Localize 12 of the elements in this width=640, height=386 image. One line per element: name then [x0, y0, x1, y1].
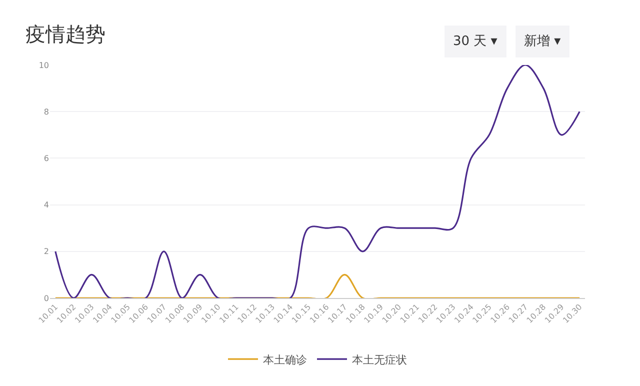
line-series: [54, 65, 580, 298]
y-tick-label: 0: [44, 294, 49, 303]
text: 30 天 ▾: [453, 34, 498, 49]
legend-label: 本土确诊: [263, 353, 307, 366]
y-tick-label: 10: [38, 60, 49, 70]
y-tick-label: 4: [44, 200, 49, 210]
legend-label: 本土无症状: [352, 353, 407, 366]
text: 新增 ▾: [524, 34, 562, 49]
y-tick-label: 6: [44, 154, 49, 163]
chart-title: 疫情趋势: [26, 22, 106, 46]
y-tick-label: 2: [44, 247, 49, 256]
y-tick-label: 8: [44, 107, 49, 116]
